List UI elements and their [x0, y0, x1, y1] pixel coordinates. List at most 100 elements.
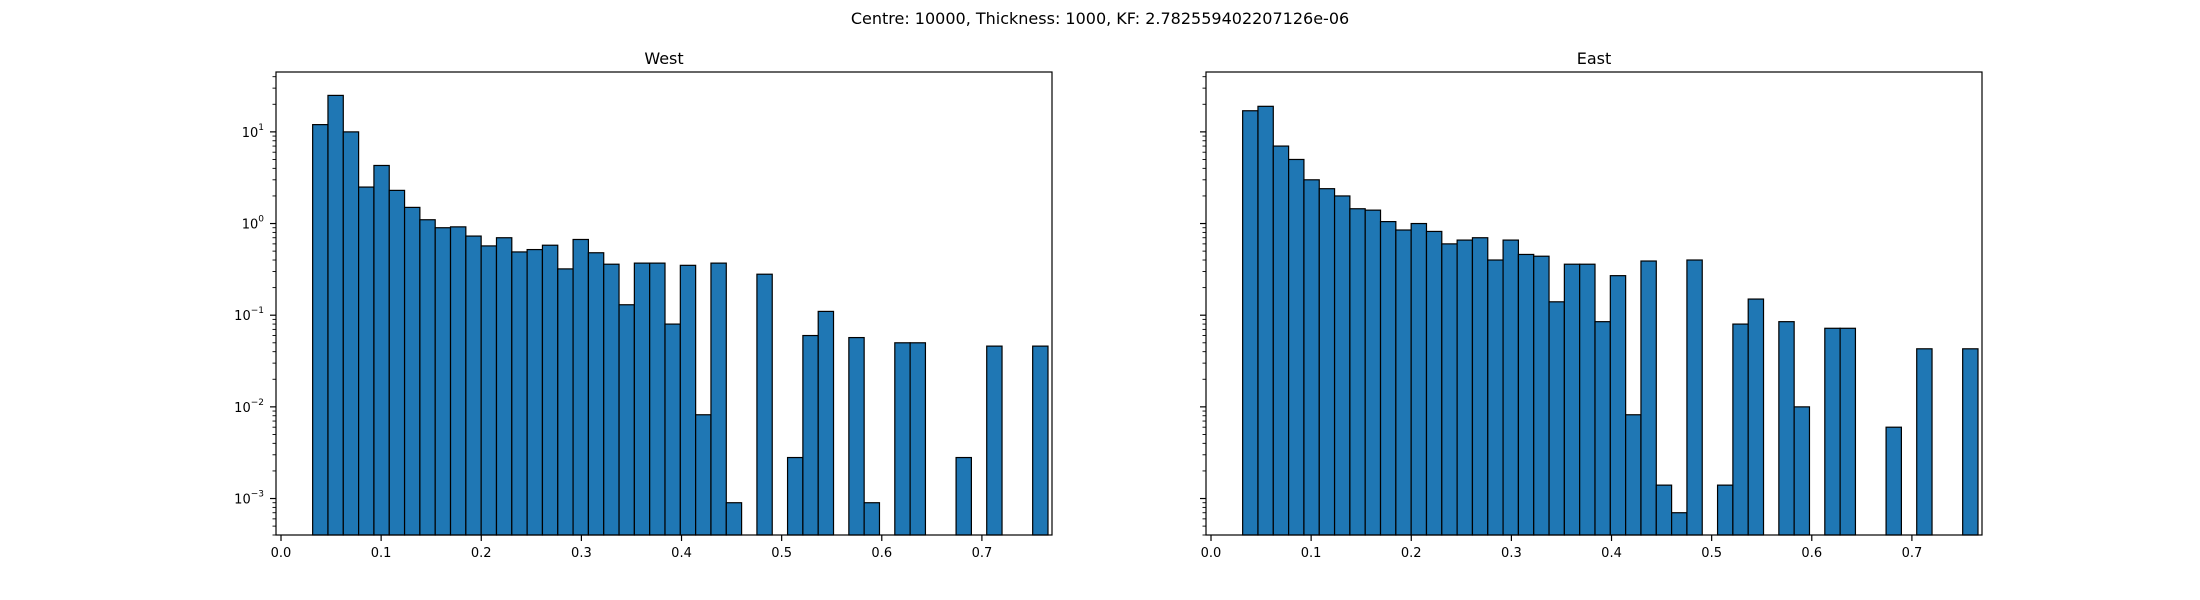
bar-east-35 — [1778, 321, 1795, 536]
x-tick-label-east-3: 0.3 — [1501, 546, 1522, 561]
bar-east-32 — [1732, 323, 1749, 536]
bar-west-1 — [327, 94, 344, 536]
bar-east-8 — [1364, 209, 1382, 536]
axes-west: West 0.0 0.1 0.2 0.3 0.4 0.5 0.6 0.7 10−3 10−2 10−1… — [234, 49, 1053, 561]
bar-east-31 — [1716, 484, 1734, 536]
x-tick-label-east-4: 0.4 — [1601, 546, 1622, 561]
bar-east-6 — [1333, 195, 1351, 536]
y-tick-label-west-2: 10−1 — [234, 306, 264, 324]
bar-east-11 — [1410, 222, 1428, 536]
bar-east-17 — [1502, 239, 1520, 536]
x-tick-label-west-5: 0.5 — [771, 546, 792, 561]
bar-west-3 — [358, 186, 375, 536]
bar-east-10 — [1395, 229, 1412, 536]
bar-west-2 — [342, 131, 360, 536]
bar-east-47 — [1962, 348, 1979, 536]
bar-west-31 — [786, 456, 804, 536]
bar-west-12 — [495, 237, 513, 536]
bar-east-29 — [1686, 259, 1703, 536]
bar-west-10 — [465, 235, 482, 536]
bar-west-11 — [480, 245, 498, 536]
bar-west-38 — [894, 342, 911, 536]
bar-east-20 — [1548, 301, 1565, 536]
bar-west-35 — [848, 336, 865, 536]
bar-west-9 — [449, 226, 467, 536]
x-tick-label-west-3: 0.3 — [571, 546, 592, 561]
bar-west-17 — [572, 238, 590, 536]
bar-west-33 — [817, 310, 835, 536]
y-tick-label-west-4: 101 — [242, 123, 264, 141]
axes-title-east: East — [1577, 49, 1612, 68]
bar-west-14 — [526, 248, 544, 536]
bar-east-9 — [1379, 220, 1397, 536]
axes-east: East 0.0 0.1 0.2 0.3 0.4 0.5 0.6 0.7 — [1200, 49, 1983, 561]
x-tick-label-west-1: 0.1 — [371, 546, 392, 561]
bar-east-38 — [1824, 327, 1841, 536]
bar-east-24 — [1609, 275, 1627, 536]
bar-east-42 — [1885, 426, 1902, 536]
bar-east-28 — [1670, 512, 1688, 536]
x-tick-label-east-5: 0.5 — [1701, 546, 1722, 561]
y-tick-label-west-1: 10−2 — [234, 398, 264, 416]
bar-west-36 — [863, 502, 881, 536]
bar-east-19 — [1533, 255, 1550, 536]
x-tick-label-west-0: 0.0 — [271, 546, 292, 561]
bar-east-22 — [1579, 263, 1596, 536]
bar-west-32 — [802, 334, 819, 536]
x-tick-label-west-7: 0.7 — [972, 546, 993, 561]
bar-east-14 — [1456, 239, 1474, 536]
bar-east-26 — [1640, 260, 1657, 536]
bar-west-7 — [419, 219, 436, 536]
bar-east-18 — [1517, 253, 1535, 536]
x-tick-label-west-6: 0.6 — [871, 546, 892, 561]
bar-west-26 — [710, 262, 727, 536]
bar-west-44 — [986, 345, 1003, 536]
bar-west-42 — [955, 456, 972, 536]
axes-frame-west — [275, 71, 1053, 536]
bar-west-22 — [649, 262, 666, 536]
bar-east-44 — [1916, 348, 1933, 536]
bar-west-18 — [587, 252, 605, 536]
bar-west-4 — [373, 164, 390, 536]
bar-west-16 — [557, 268, 574, 536]
axes-frame-east — [1205, 71, 1983, 536]
x-tick-label-east-6: 0.6 — [1801, 546, 1822, 561]
bar-west-0 — [312, 124, 329, 536]
x-tick-label-east-7: 0.7 — [1902, 546, 1923, 561]
bar-west-39 — [909, 342, 927, 536]
bar-west-23 — [664, 323, 681, 536]
bar-east-5 — [1318, 188, 1336, 536]
bar-east-27 — [1655, 484, 1673, 536]
x-tick-label-east-1: 0.1 — [1301, 546, 1322, 561]
bar-east-3 — [1288, 158, 1305, 536]
bar-west-24 — [679, 264, 697, 536]
bar-east-2 — [1272, 145, 1290, 536]
bar-east-15 — [1471, 237, 1489, 536]
bar-east-23 — [1594, 321, 1611, 536]
figure-suptitle: Centre: 10000, Thickness: 1000, KF: 2.78… — [851, 9, 1349, 28]
x-tick-label-west-4: 0.4 — [671, 546, 692, 561]
bar-east-36 — [1793, 406, 1811, 536]
bar-east-4 — [1303, 179, 1320, 536]
bar-east-0 — [1242, 110, 1259, 536]
bar-west-25 — [695, 414, 712, 536]
bar-east-12 — [1425, 230, 1443, 536]
bar-west-5 — [388, 189, 406, 536]
bar-east-21 — [1563, 263, 1581, 536]
bar-west-15 — [541, 244, 559, 536]
x-tick-label-east-2: 0.2 — [1401, 546, 1422, 561]
bar-east-13 — [1441, 243, 1458, 536]
y-tick-label-west-0: 10−3 — [234, 490, 264, 508]
bar-west-8 — [434, 227, 452, 536]
bar-west-47 — [1032, 345, 1049, 536]
bar-east-25 — [1625, 414, 1642, 536]
bar-east-16 — [1487, 259, 1504, 536]
x-tick-label-west-2: 0.2 — [471, 546, 492, 561]
bar-east-39 — [1839, 327, 1857, 536]
bar-east-1 — [1257, 105, 1274, 536]
bar-west-29 — [756, 273, 773, 536]
bar-east-33 — [1747, 298, 1765, 536]
bar-west-19 — [603, 263, 620, 536]
axes-title-west: West — [644, 49, 683, 68]
bar-east-7 — [1349, 208, 1366, 536]
